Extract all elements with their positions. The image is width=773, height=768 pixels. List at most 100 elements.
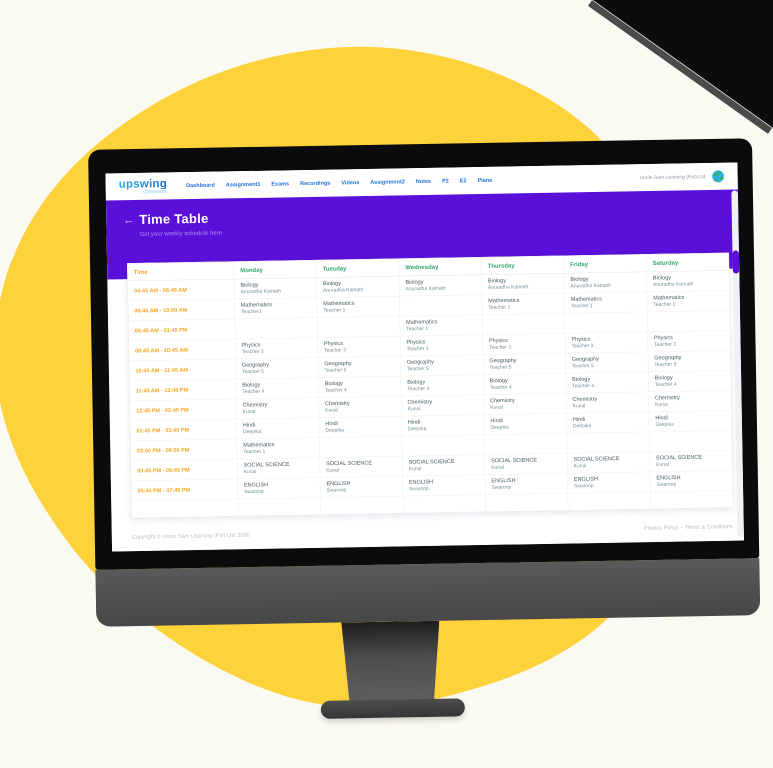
subject-label [656, 433, 732, 434]
teacher-label: Teacher 5 [654, 361, 677, 368]
column-header-friday: Friday [563, 254, 647, 274]
nav-item-p2[interactable]: P2 [442, 178, 449, 185]
schedule-cell: Biology Teacher 4 [400, 374, 484, 397]
schedule-cell: Mathematics Teacher 1 [316, 296, 400, 318]
schedule-cell: SOCIAL SCIENCE Kunal [649, 450, 733, 473]
subject-label [657, 493, 733, 494]
teacher-label: Teacher 5 [324, 367, 347, 374]
schedule-cell: Biology Anuradha Kamath [481, 273, 565, 295]
nav-item-dashboard[interactable]: Dashboard [186, 182, 215, 189]
teacher-label: Teacher 4 [572, 383, 595, 389]
nav-item-videos[interactable]: Videos [341, 179, 360, 186]
teacher-label: Kunal [491, 464, 505, 471]
time-cell: 06:45 AM - 10:00 AM [128, 299, 235, 322]
teacher-label [241, 320, 317, 321]
company-name-label: Uncle Sam Learning (Pvt) Ltd. [639, 173, 707, 181]
teacher-label [573, 435, 649, 436]
teacher-label: Kunal [408, 466, 422, 472]
teacher-label [327, 499, 403, 500]
teacher-label: Teacher 1 [243, 448, 266, 455]
teacher-label [571, 315, 647, 316]
teacher-label: Swaroop [656, 481, 677, 488]
teacher-label [656, 433, 732, 434]
teacher-label [326, 439, 402, 440]
brand-logo[interactable]: upswing Classroom [119, 176, 168, 195]
nav-item-assignment2[interactable]: Assignment2 [370, 178, 405, 186]
nav-item-assignment1[interactable]: Assignment1 [225, 181, 261, 188]
column-header-tuesday: Tuesday [316, 258, 399, 278]
corner-panel-decoration [593, 0, 773, 128]
teacher-label: Deepika [242, 428, 262, 435]
nav-item-notes[interactable]: Notes [415, 178, 432, 185]
globe-icon[interactable] [712, 170, 725, 183]
schedule-cell: Biology Teacher 4 [483, 373, 566, 395]
teacher-label: Anuradha Kamath [240, 288, 281, 295]
schedule-cell: Biology Teacher 4 [235, 377, 319, 400]
schedule-cell: Biology Anuradha Kamath [398, 274, 482, 297]
nav-item-e2[interactable]: E2 [459, 177, 467, 184]
page-title: Time Table [139, 210, 209, 227]
teacher-label: Teacher 3 [324, 347, 347, 354]
schedule-cell: Mathematics Teacher 1 [236, 437, 320, 460]
schedule-cell: Chemistry Kunal [235, 397, 319, 420]
teacher-label: Teacher 4 [324, 387, 347, 394]
teacher-label: Swaroop [326, 487, 347, 494]
teacher-label: Teacher 4 [654, 381, 677, 388]
teacher-label [406, 297, 482, 298]
terms-conditions-link[interactable]: Terms & Conditions [685, 523, 733, 531]
teacher-label: Teacher 4 [242, 388, 265, 395]
schedule-cell: Physics Teacher 3 [234, 337, 318, 360]
subject-label [409, 497, 485, 498]
teacher-label: Anuradha Kamath [323, 287, 364, 294]
time-cell: 08:45 AM - 10:45 AM [128, 339, 236, 362]
webapp-page: upswing Classroom Dashboard Assignment1 … [105, 162, 744, 552]
teacher-label [408, 437, 484, 438]
schedule-cell: Physics Teacher 3 [317, 336, 401, 358]
teacher-label [492, 496, 568, 497]
schedule-cell: Geography Teacher 5 [647, 350, 731, 373]
schedule-cell: Hindi Deepika [318, 416, 402, 438]
schedule-cell: Geography Teacher 5 [400, 354, 484, 377]
teacher-label: Deepika [572, 423, 592, 429]
schedule-cell: Hindi Deepika [483, 413, 567, 435]
time-cell: 05:45 PM - 07:45 PM [131, 479, 238, 502]
time-cell: 10:45 AM - 11:45 AM [129, 359, 236, 382]
schedule-cell: Hindi Deepika [566, 412, 650, 434]
schedule-cell [484, 433, 567, 455]
teacher-label: Kunal [326, 467, 340, 474]
subject-label [241, 320, 317, 321]
back-button[interactable]: ← [123, 213, 135, 226]
time-cell: 03:00 PM - 08:00 PM [130, 439, 237, 462]
column-header-time: Time [127, 261, 234, 282]
schedule-cell: Geography Teacher 5 [482, 353, 566, 375]
nav-item-recordings[interactable]: Recordings [300, 180, 331, 187]
schedule-cell: Chemistry Kunal [565, 392, 649, 414]
schedule-cell [234, 317, 318, 340]
schedule-cell: ENGLISH Swaroop [319, 476, 403, 498]
subject-label [408, 437, 484, 438]
time-cell: 06:45 AM - 01:45 PM [128, 319, 235, 342]
schedule-cell: Geography Teacher 5 [565, 352, 649, 374]
time-cell: 04:45 AM - 06:45 AM [127, 279, 235, 302]
timetable: Time Monday Tuesday Wednesday Thursday F… [127, 252, 734, 519]
time-cell: 03:45 PM - 05:45 PM [130, 459, 238, 482]
nav-item-plans[interactable]: Plans [477, 177, 493, 184]
privacy-policy-link[interactable]: Privacy Policy [643, 524, 679, 532]
teacher-label: Swaroop [408, 485, 429, 492]
teacher-label: Anuradha Kamath [652, 281, 694, 288]
teacher-label [489, 316, 565, 317]
subject-label [406, 297, 482, 298]
schedule-cell [485, 493, 568, 512]
teacher-label: Teacher 5 [241, 368, 264, 375]
schedule-cell: SOCIAL SCIENCE Kunal [319, 456, 403, 478]
subject-label [324, 319, 400, 320]
nav-item-exams[interactable]: Exams [271, 180, 290, 188]
scrollbar-thumb[interactable] [732, 250, 740, 274]
schedule-cell: Mathematics Teacher 1 [399, 314, 483, 337]
time-cell: 11:45 AM - 12:45 PM [129, 379, 236, 402]
teacher-label: Teacher 1 [653, 301, 676, 308]
monitor-chin [95, 558, 761, 627]
teacher-label [574, 495, 650, 496]
schedule-cell [646, 310, 730, 333]
